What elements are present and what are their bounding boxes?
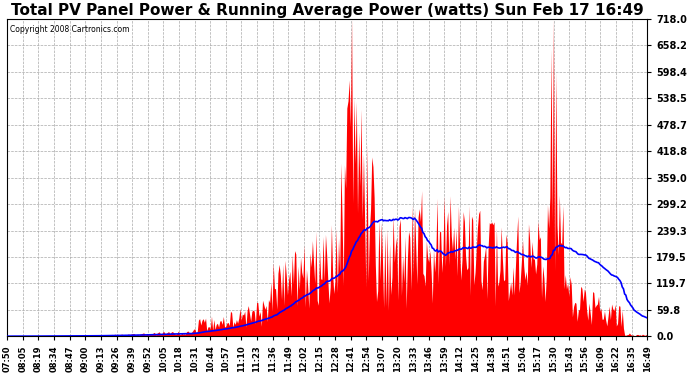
Title: Total PV Panel Power & Running Average Power (watts) Sun Feb 17 16:49: Total PV Panel Power & Running Average P… <box>11 3 644 18</box>
Text: Copyright 2008 Cartronics.com: Copyright 2008 Cartronics.com <box>10 25 130 34</box>
